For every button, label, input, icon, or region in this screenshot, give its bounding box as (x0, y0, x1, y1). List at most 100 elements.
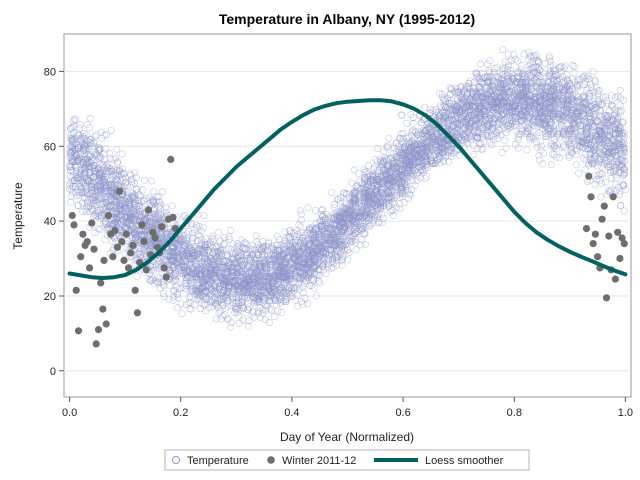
temperature-point (245, 317, 253, 324)
temperature-point (249, 307, 257, 315)
temperature-point (322, 270, 330, 278)
temperature-point (270, 313, 278, 320)
temperature-point (244, 322, 252, 330)
temperature-point (538, 68, 546, 76)
temperature-point (310, 284, 318, 292)
temperature-point (178, 310, 186, 318)
temperature-point (597, 193, 605, 201)
temperature-point (498, 119, 506, 127)
temperature-point (352, 246, 360, 254)
temperature-point (486, 138, 494, 146)
temperature-point (214, 294, 222, 302)
temperature-point (616, 101, 624, 109)
temperature-point (572, 151, 580, 159)
temperature-point (208, 232, 216, 240)
temperature-point (113, 167, 121, 174)
temperature-point (510, 122, 518, 130)
temperature-point (353, 228, 361, 236)
temperature-point (145, 275, 153, 283)
temperature-point (537, 142, 545, 150)
temperature-point (244, 305, 252, 313)
temperature-point (212, 243, 220, 251)
temperature-point (195, 222, 203, 230)
temperature-point (261, 316, 269, 324)
temperature-point (215, 228, 223, 236)
temperature-point (401, 199, 408, 207)
temperature-point (131, 169, 138, 177)
temperature-point (473, 69, 481, 77)
temperature-point (609, 102, 617, 110)
temperature-point (192, 221, 200, 229)
temperature-point (337, 197, 345, 205)
temperature-point (473, 74, 480, 81)
temperature-point (409, 119, 417, 127)
temperature-point (67, 198, 75, 206)
temperature-point (526, 66, 534, 74)
temperature-point (542, 130, 550, 138)
temperature-point (379, 214, 387, 222)
plot-area (63, 33, 632, 398)
temperature-point (165, 295, 173, 303)
temperature-point (181, 273, 189, 281)
temperature-point (527, 102, 535, 110)
temperature-point (85, 151, 93, 159)
temperature-point (180, 270, 187, 278)
temperature-point (572, 91, 580, 99)
temperature-point (78, 199, 86, 207)
temperature-point (547, 161, 555, 168)
temperature-point (96, 225, 104, 233)
temperature-point (67, 193, 75, 201)
temperature-point (505, 58, 513, 66)
temperature-point (376, 158, 384, 166)
temperature-point (616, 86, 624, 94)
temperature-point (297, 223, 305, 231)
temperature-point (559, 149, 567, 157)
temperature-point (572, 161, 580, 169)
temperature-point (243, 240, 251, 248)
temperature-point (421, 175, 429, 183)
temperature-point (97, 145, 105, 153)
temperature-point (224, 302, 232, 310)
temperature-point (306, 282, 314, 290)
temperature-point (67, 125, 75, 133)
temperature-point (196, 232, 204, 240)
temperature-point (520, 50, 528, 58)
temperature-point (281, 228, 289, 236)
temperature-point (411, 181, 419, 189)
temperature-point (390, 199, 398, 207)
temperature-point (507, 70, 515, 78)
temperature-point (88, 143, 96, 151)
temperature-point (565, 152, 573, 160)
temperature-point (328, 189, 336, 197)
temperature-point (183, 230, 191, 238)
temperature-point (312, 292, 320, 300)
temperature-point (254, 307, 262, 315)
temperature-point (605, 187, 612, 195)
series-temperature (66, 46, 629, 331)
temperature-point (581, 166, 589, 173)
temperature-point (378, 210, 386, 218)
temperature-point (478, 146, 486, 154)
temperature-point (95, 155, 103, 163)
temperature-point (259, 310, 267, 317)
temperature-point (501, 136, 509, 144)
temperature-point (526, 60, 534, 68)
temperature-point (155, 197, 163, 205)
temperature-point (448, 85, 456, 93)
temperature-point (356, 241, 364, 249)
temperature-point (252, 232, 260, 240)
temperature-point (389, 191, 397, 199)
temperature-point (180, 232, 188, 240)
temperature-point (488, 141, 496, 149)
temperature-point (331, 204, 339, 212)
temperature-point (166, 270, 174, 277)
temperature-point (118, 150, 126, 158)
temperature-point (277, 308, 285, 316)
temperature-point (298, 210, 305, 218)
temperature-point (587, 84, 595, 92)
temperature-point (563, 71, 571, 79)
temperature-point (408, 186, 416, 194)
temperature-point (87, 114, 95, 122)
temperature-point (155, 274, 163, 282)
